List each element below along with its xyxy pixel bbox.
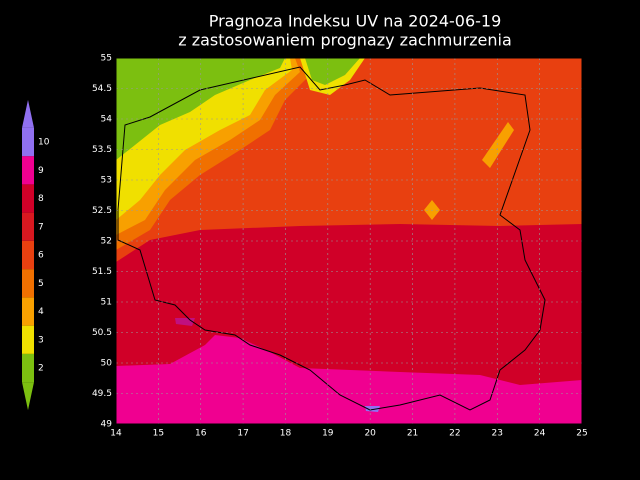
legend-swatch: [22, 184, 34, 213]
lat-tick-label: 51: [101, 298, 112, 308]
legend-swatch: [22, 127, 34, 157]
legend-swatch: [22, 297, 34, 326]
lon-tick-label: 18: [280, 429, 292, 439]
legend-label: 6: [38, 251, 44, 261]
legend-arrow: [22, 99, 34, 128]
lon-tick-label: 23: [492, 429, 503, 439]
lat-tick-label: 54: [101, 115, 113, 125]
lat-tick-label: 50.5: [92, 328, 112, 338]
lat-tick-label: 52: [101, 237, 112, 247]
lat-tick-label: 51.5: [92, 267, 112, 277]
lon-tick-label: 16: [195, 429, 207, 439]
lon-tick-label: 20: [364, 429, 376, 439]
lat-tick-label: 52.5: [92, 206, 112, 216]
legend-label: 8: [38, 194, 44, 204]
legend-swatch: [22, 240, 34, 270]
lat-tick-label: 53: [101, 176, 112, 186]
lat-tick-label: 49.5: [92, 389, 112, 399]
legend: 2 3 4 5 6 7 8 9 10: [22, 99, 50, 411]
border: [117, 66, 546, 411]
legend-label: 2: [38, 364, 44, 374]
lon-tick-label: 25: [576, 429, 587, 439]
legend-label: 3: [38, 335, 44, 345]
frame: [115, 57, 583, 425]
lon-tick-label: 17: [237, 429, 248, 439]
lat-tick-label: 49: [101, 420, 113, 430]
legend-label: 9: [38, 166, 44, 176]
legend-swatch: [22, 325, 34, 354]
lat-tick-label: 53.5: [92, 145, 112, 155]
legend-swatch: [22, 156, 34, 185]
lon-tick-label: 14: [110, 429, 122, 439]
lat-tick-label: 50: [101, 359, 113, 369]
legend-swatch: [22, 353, 34, 383]
lon-tick-label: 19: [322, 429, 334, 439]
map-field: [116, 58, 582, 424]
legend-swatch: [22, 212, 34, 241]
legend-label: 4: [38, 307, 44, 317]
title-line: z zastosowaniem prognazy zachmurzenia: [178, 31, 512, 50]
legend-arrow: [22, 382, 34, 411]
legend-label: 10: [38, 138, 50, 148]
legend-swatch: [22, 269, 34, 298]
lon-tick-label: 22: [449, 429, 460, 439]
lon-tick-label: 15: [153, 429, 164, 439]
lat-tick-label: 54.5: [92, 84, 112, 94]
lat-tick-label: 55: [101, 54, 112, 64]
lon-tick-label: 24: [534, 429, 546, 439]
axes: 14 15 16 17 18 19 20 21 22 23 24 25 49 49.5 50 50.5 51 51…: [92, 54, 588, 439]
legend-label: 5: [38, 279, 44, 289]
legend-label: 7: [38, 222, 44, 232]
title-line: Pragnoza Indeksu UV na 2024-06-19: [209, 12, 502, 31]
lon-tick-label: 21: [407, 429, 418, 439]
